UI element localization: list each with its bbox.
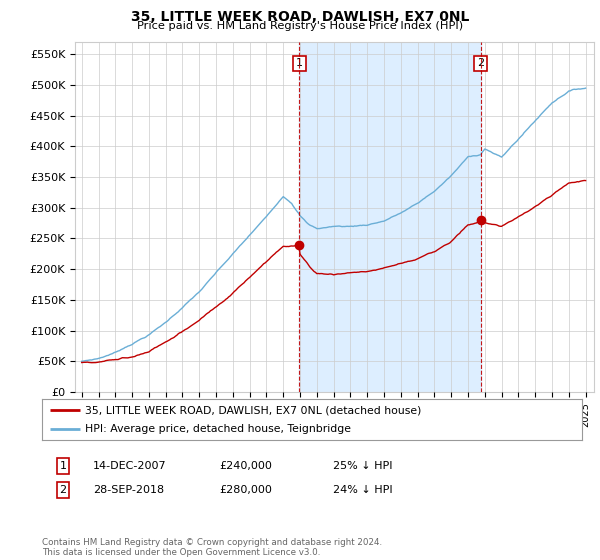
- Text: Contains HM Land Registry data © Crown copyright and database right 2024.
This d: Contains HM Land Registry data © Crown c…: [42, 538, 382, 557]
- Text: 25% ↓ HPI: 25% ↓ HPI: [333, 461, 392, 471]
- Text: HPI: Average price, detached house, Teignbridge: HPI: Average price, detached house, Teig…: [85, 424, 351, 433]
- Text: 28-SEP-2018: 28-SEP-2018: [93, 485, 164, 495]
- Text: 35, LITTLE WEEK ROAD, DAWLISH, EX7 0NL: 35, LITTLE WEEK ROAD, DAWLISH, EX7 0NL: [131, 10, 469, 24]
- Bar: [299, 42, 481, 392]
- Text: Price paid vs. HM Land Registry's House Price Index (HPI): Price paid vs. HM Land Registry's House …: [137, 21, 463, 31]
- Text: 35, LITTLE WEEK ROAD, DAWLISH, EX7 0NL (detached house): 35, LITTLE WEEK ROAD, DAWLISH, EX7 0NL (…: [85, 405, 422, 415]
- Text: £280,000: £280,000: [219, 485, 272, 495]
- Text: 2: 2: [59, 485, 67, 495]
- Text: 14-DEC-2007: 14-DEC-2007: [93, 461, 167, 471]
- Text: 2: 2: [477, 58, 484, 68]
- Text: £240,000: £240,000: [219, 461, 272, 471]
- Text: 1: 1: [59, 461, 67, 471]
- Text: 24% ↓ HPI: 24% ↓ HPI: [333, 485, 392, 495]
- Text: 1: 1: [296, 58, 303, 68]
